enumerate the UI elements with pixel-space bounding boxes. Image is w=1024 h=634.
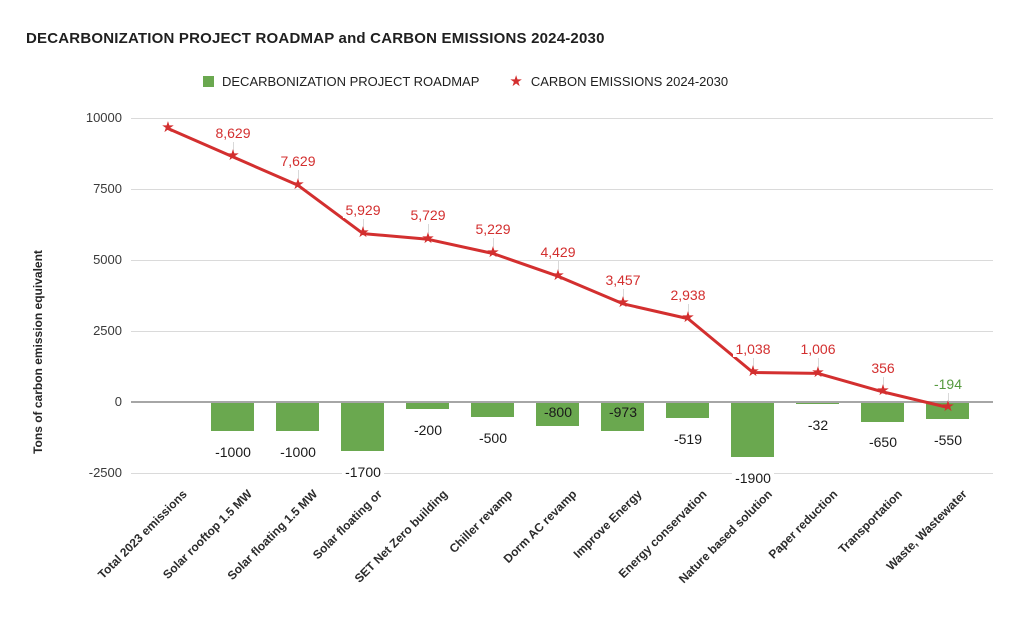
line-label: 5,229 — [473, 221, 513, 238]
line-label: -194 — [931, 375, 965, 392]
bar-label: -200 — [383, 421, 473, 439]
line-label: 2,938 — [668, 286, 708, 303]
y-tick-label: 0 — [114, 394, 122, 409]
bar — [211, 403, 254, 432]
bar-label: -973 — [608, 404, 638, 420]
bar-label: -550 — [903, 431, 993, 449]
line-marker-star-icon: ★ — [291, 175, 305, 193]
bar-label: -32 — [773, 417, 863, 434]
gridline — [131, 330, 993, 332]
gridline — [131, 472, 993, 474]
legend-item-bars-label: DECARBONIZATION PROJECT ROADMAP — [222, 73, 480, 89]
x-category-label: Transportation — [835, 487, 905, 557]
x-category-label: Chiller revamp — [446, 487, 515, 556]
y-tick-label: 7500 — [93, 181, 122, 196]
line-marker-star-icon: ★ — [941, 398, 955, 415]
legend-star-icon: ★ — [509, 72, 523, 90]
line-marker-star-icon: ★ — [551, 266, 565, 284]
bar — [861, 403, 904, 422]
bar-label: -519 — [643, 430, 733, 448]
line-marker-star-icon: ★ — [876, 382, 890, 400]
line-marker-star-icon: ★ — [616, 294, 630, 312]
line-marker-star-icon: ★ — [356, 224, 370, 242]
y-tick-label: 5000 — [93, 252, 122, 267]
line-label: 8,629 — [213, 124, 253, 141]
zero-axis-line — [131, 401, 993, 403]
line-marker-star-icon: ★ — [811, 363, 825, 381]
chart-title: DECARBONIZATION PROJECT ROADMAP and CARB… — [26, 30, 605, 47]
x-category-label: Solar floating or — [309, 487, 385, 562]
legend-item-line-label: CARBON EMISSIONS 2024-2030 — [530, 73, 729, 89]
y-tick-label: 2500 — [93, 323, 122, 338]
bar-label: -1700 — [318, 464, 408, 481]
gridline — [131, 117, 993, 119]
line-marker-star-icon: ★ — [421, 229, 435, 247]
x-category-label: Paper reduction — [765, 487, 840, 562]
legend-square-icon — [203, 75, 214, 87]
line-label: 356 — [869, 359, 897, 376]
line-label: 7,629 — [278, 153, 318, 170]
bar — [796, 403, 839, 404]
bar-label: -500 — [448, 430, 538, 447]
bar — [341, 403, 384, 452]
y-tick-label: 10000 — [85, 110, 122, 125]
bar — [276, 403, 319, 432]
legend: DECARBONIZATION PROJECT ROADMAP ★ CARBON… — [203, 72, 728, 90]
bar-label: -1000 — [188, 444, 278, 461]
bar — [406, 403, 449, 409]
line-marker-star-icon: ★ — [681, 309, 695, 327]
bar — [471, 403, 514, 418]
bar-label: -650 — [838, 434, 928, 451]
line-marker-star-icon: ★ — [486, 243, 500, 261]
y-axis-title: Tons of carbon emission equivalent — [31, 250, 45, 454]
line-marker-star-icon: ★ — [161, 119, 175, 137]
line-marker-star-icon: ★ — [226, 147, 240, 165]
bar — [731, 403, 774, 457]
bar-label: -1900 — [708, 469, 798, 487]
y-tick-label: -2500 — [88, 465, 122, 480]
x-category-label: Improve Energy — [570, 487, 645, 562]
bar-label: -1000 — [253, 444, 343, 461]
bar — [666, 403, 709, 418]
line-label: 4,429 — [538, 244, 578, 261]
gridline — [131, 188, 993, 190]
line-label: 1,006 — [798, 341, 838, 358]
line-marker-star-icon: ★ — [746, 363, 760, 381]
